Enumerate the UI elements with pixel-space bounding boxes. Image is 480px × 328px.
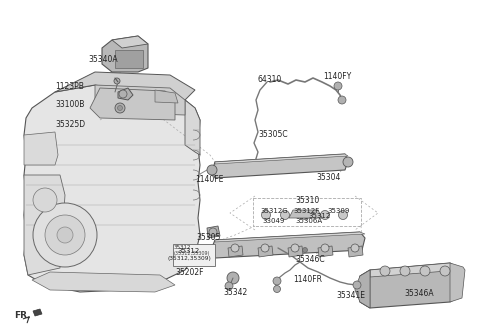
Text: 35310: 35310 — [295, 196, 319, 205]
Circle shape — [114, 78, 120, 84]
Circle shape — [45, 215, 85, 255]
Polygon shape — [55, 72, 195, 100]
Text: FR.: FR. — [14, 311, 31, 320]
Circle shape — [207, 165, 217, 175]
Circle shape — [209, 228, 217, 236]
Polygon shape — [370, 263, 460, 277]
Circle shape — [420, 266, 430, 276]
Text: 33100B: 33100B — [55, 100, 84, 109]
Text: 35312: 35312 — [308, 213, 330, 219]
Bar — [173, 244, 215, 266]
Polygon shape — [118, 88, 133, 100]
Text: (35312,35309): (35312,35309) — [174, 251, 210, 256]
Text: 1123PB: 1123PB — [55, 82, 84, 91]
Polygon shape — [228, 246, 243, 257]
Text: 35346A: 35346A — [404, 289, 433, 298]
Polygon shape — [215, 232, 365, 242]
Circle shape — [338, 96, 346, 104]
Text: 33049: 33049 — [262, 218, 284, 224]
Text: 35202F: 35202F — [175, 268, 204, 277]
Circle shape — [302, 248, 308, 253]
Text: 35312G: 35312G — [260, 208, 288, 214]
Polygon shape — [215, 154, 348, 164]
Circle shape — [321, 211, 329, 219]
Circle shape — [33, 188, 57, 212]
Circle shape — [227, 272, 239, 284]
Text: 35341E: 35341E — [336, 291, 365, 300]
Text: 35304: 35304 — [316, 173, 340, 182]
Text: 35312: 35312 — [177, 248, 199, 254]
Circle shape — [338, 211, 348, 219]
Text: 35340A: 35340A — [88, 55, 118, 64]
Text: 1140FR: 1140FR — [293, 275, 322, 284]
Polygon shape — [95, 85, 185, 115]
Polygon shape — [258, 246, 273, 257]
Polygon shape — [33, 309, 42, 316]
Circle shape — [57, 227, 73, 243]
Circle shape — [353, 281, 361, 289]
Text: 35305: 35305 — [196, 233, 220, 242]
Polygon shape — [207, 226, 220, 238]
Circle shape — [115, 103, 125, 113]
Polygon shape — [112, 36, 148, 48]
Polygon shape — [155, 90, 178, 103]
Circle shape — [343, 157, 353, 167]
Circle shape — [440, 266, 450, 276]
Circle shape — [274, 285, 280, 293]
Polygon shape — [289, 210, 322, 218]
Polygon shape — [32, 272, 175, 292]
Polygon shape — [355, 270, 370, 308]
Text: 35325D: 35325D — [55, 120, 85, 129]
Bar — [253, 198, 361, 226]
Polygon shape — [360, 263, 460, 308]
Text: 35305C: 35305C — [258, 130, 288, 139]
Circle shape — [334, 82, 342, 90]
Text: 35306A: 35306A — [295, 218, 322, 224]
Polygon shape — [288, 246, 303, 257]
Text: 35312: 35312 — [174, 245, 192, 250]
Circle shape — [231, 244, 239, 252]
Circle shape — [351, 244, 359, 252]
Polygon shape — [24, 85, 200, 292]
Circle shape — [321, 244, 329, 252]
Polygon shape — [185, 100, 200, 155]
Polygon shape — [102, 36, 148, 72]
Circle shape — [380, 266, 390, 276]
Circle shape — [300, 211, 310, 219]
Circle shape — [280, 211, 289, 219]
Circle shape — [119, 90, 127, 98]
Polygon shape — [348, 246, 363, 257]
Text: 35312F: 35312F — [293, 208, 319, 214]
Polygon shape — [90, 88, 175, 120]
Bar — [115, 50, 143, 68]
Circle shape — [291, 244, 299, 252]
Circle shape — [225, 282, 233, 290]
Polygon shape — [24, 175, 65, 275]
Circle shape — [261, 244, 269, 252]
Text: (35312,35309): (35312,35309) — [168, 256, 212, 261]
Polygon shape — [210, 232, 365, 258]
Circle shape — [400, 266, 410, 276]
Polygon shape — [24, 132, 58, 165]
Circle shape — [33, 203, 97, 267]
Polygon shape — [450, 263, 465, 302]
Polygon shape — [318, 246, 333, 257]
Text: 35346C: 35346C — [295, 255, 324, 264]
Text: 64310: 64310 — [258, 75, 282, 84]
Text: 35342: 35342 — [223, 288, 247, 297]
Polygon shape — [212, 154, 348, 178]
Text: 35309: 35309 — [327, 208, 349, 214]
Circle shape — [273, 277, 281, 285]
Polygon shape — [360, 270, 370, 308]
Text: 1140FY: 1140FY — [323, 72, 351, 81]
Circle shape — [118, 106, 122, 111]
Text: 1140FE: 1140FE — [195, 175, 223, 184]
Circle shape — [262, 211, 271, 219]
